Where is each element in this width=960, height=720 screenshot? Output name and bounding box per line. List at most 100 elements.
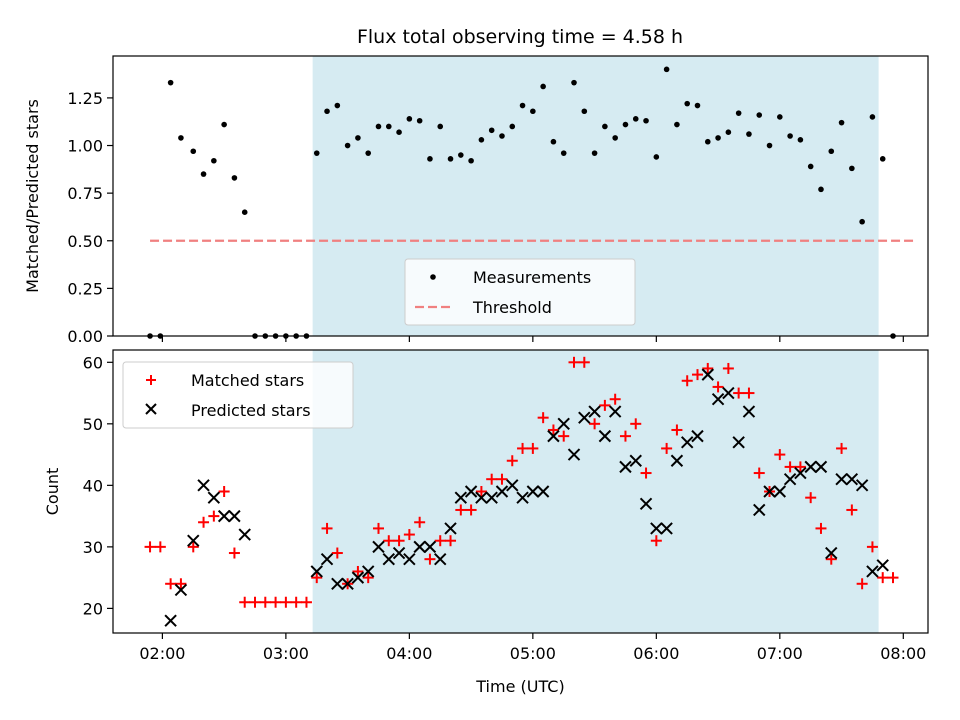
x-tick-label: 05:00 [510, 644, 556, 663]
y-tick-label: 0.50 [67, 232, 103, 251]
predicted-star-marker [804, 460, 817, 474]
top-axes-frame [112, 55, 929, 337]
matched-star-marker [877, 572, 889, 584]
predicted-star-marker [238, 528, 251, 541]
matched-star-marker [784, 461, 796, 473]
predicted-star-marker [814, 460, 828, 474]
predicted-star-marker [578, 411, 591, 424]
matched-star-marker [434, 535, 446, 547]
predicted-star-marker [855, 479, 869, 492]
predicted-star-marker [217, 509, 231, 523]
measurement-point [746, 131, 752, 137]
predicted-star-marker [794, 466, 807, 480]
measurement-point [519, 102, 526, 109]
matched-stars-points [144, 356, 899, 608]
matched-star-marker [671, 424, 683, 436]
matched-star-marker [165, 578, 177, 590]
y-tick-label: 30 [83, 538, 103, 557]
measurement-point [221, 121, 227, 128]
predicted-star-marker [680, 436, 694, 449]
predicted-star-marker [341, 577, 354, 590]
matched-star-marker [743, 387, 755, 399]
matched-star-marker [175, 578, 187, 590]
matched-star-marker [681, 375, 693, 387]
predicted-star-marker [711, 393, 725, 406]
matched-star-marker [331, 547, 343, 559]
predicted-star-marker [639, 497, 653, 511]
top-x-ticks [161, 336, 904, 342]
measurement-point [509, 123, 516, 130]
measurement-point [427, 156, 433, 162]
measurement-point [571, 79, 577, 86]
y-tick-label: 1.25 [67, 89, 103, 108]
measurement-point [849, 165, 855, 172]
measurement-point [478, 137, 485, 143]
matched-star-marker [609, 393, 621, 405]
predicted-star-marker [382, 552, 395, 566]
measurement-point [797, 137, 804, 143]
matched-star-marker [144, 541, 156, 553]
measurement-point [406, 116, 413, 122]
measurement-point [344, 142, 351, 149]
predicted-star-marker [516, 491, 529, 504]
matched-star-marker [403, 529, 415, 541]
y-tick-label: 1.00 [67, 137, 103, 156]
matched-star-marker [249, 596, 261, 608]
matched-star-marker [228, 547, 240, 559]
measurement-point [869, 114, 876, 120]
predicted-star-marker [753, 503, 766, 517]
chart-title: Flux total observing time = 4.58 h [357, 26, 683, 48]
bottom-x-ticks: 02:00 03:00 04:00 05:00 06:00 07:00 08:00 [139, 633, 926, 663]
measurement-point [818, 186, 824, 193]
bottom-axes-frame [112, 349, 929, 634]
matched-star-marker [712, 381, 724, 393]
matched-star-marker [722, 362, 734, 374]
measurement-point [735, 110, 742, 116]
matched-star-marker [198, 516, 210, 528]
measurement-point [684, 100, 691, 107]
predicted-star-marker [464, 485, 478, 498]
predicted-star-marker [174, 583, 188, 597]
measurement-point [550, 138, 557, 145]
matched-star-marker [393, 535, 405, 547]
measurement-point [777, 114, 783, 120]
matched-star-marker [753, 467, 765, 479]
measurement-point [560, 150, 567, 156]
x-tick-label: 04:00 [386, 644, 432, 663]
predicted-star-marker [310, 565, 323, 578]
matched-star-marker [836, 442, 848, 454]
predicted-stars-points [164, 368, 889, 627]
measurement-point [530, 108, 536, 115]
matched-star-marker [280, 596, 292, 608]
predicted-star-marker [228, 509, 241, 523]
predicted-star-marker [783, 472, 797, 486]
top-panel: Flux total observing time = 4.58 h 0.000… [23, 26, 929, 346]
measurement-point [488, 127, 495, 134]
matched-star-marker [475, 486, 487, 497]
measurement-point [602, 123, 608, 130]
measurement-point [416, 117, 423, 124]
bottom-legend: Matched stars Predicted stars [122, 361, 354, 429]
matched-star-marker [321, 522, 333, 534]
predicted-star-marker [434, 552, 447, 566]
matched-star-marker [187, 541, 199, 553]
x-tick-label: 07:00 [757, 644, 803, 663]
matched-star-marker [650, 535, 662, 547]
top-y-ticks: 0.00 0.25 0.50 0.75 1.00 1.25 [67, 89, 113, 346]
predicted-star-marker [423, 540, 437, 554]
matched-star-marker [599, 399, 611, 411]
predicted-star-marker [567, 448, 581, 461]
matched-star-marker [383, 535, 395, 547]
predicted-star-marker [506, 479, 519, 492]
predicted-star-marker [320, 552, 334, 566]
bottom-y-ticks: 20 30 40 50 60 [83, 353, 113, 618]
predicted-star-marker [773, 485, 787, 498]
measurement-point [694, 102, 701, 109]
predicted-star-marker [722, 386, 735, 400]
measurement-point [499, 133, 505, 139]
measurement-point [231, 175, 238, 181]
predicted-star-marker [372, 540, 385, 554]
matched-star-marker [825, 553, 837, 565]
matched-star-marker [445, 535, 457, 547]
measurement-point [178, 135, 184, 141]
